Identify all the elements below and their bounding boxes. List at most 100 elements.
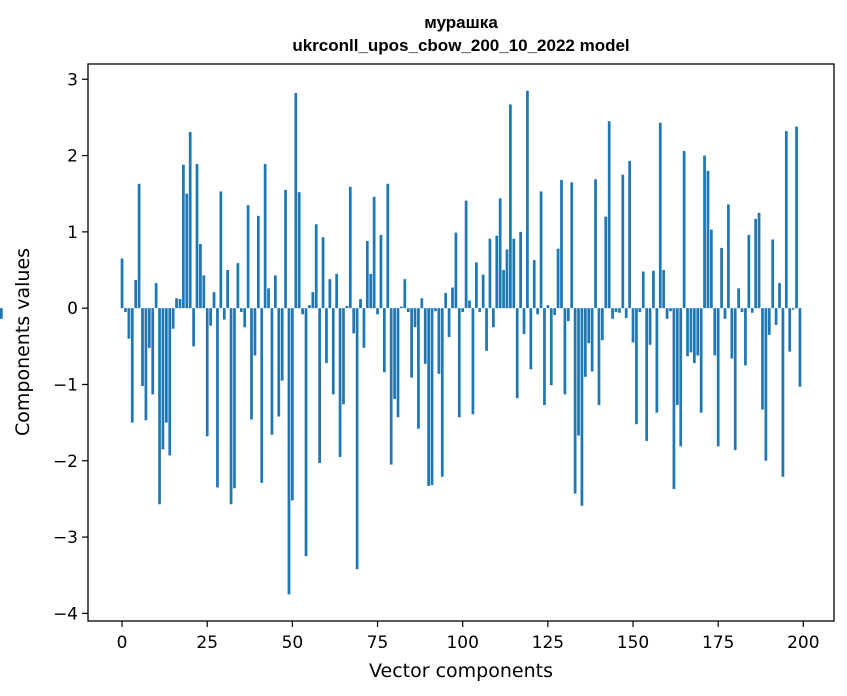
bar bbox=[345, 305, 349, 309]
bar bbox=[325, 308, 328, 364]
x-tick-label: 0 bbox=[117, 633, 128, 653]
bar bbox=[635, 308, 638, 425]
bar bbox=[594, 179, 597, 309]
bar bbox=[488, 238, 492, 309]
bar bbox=[706, 170, 710, 309]
bar bbox=[679, 308, 683, 447]
bar bbox=[362, 308, 366, 348]
bar bbox=[379, 234, 383, 309]
bar bbox=[744, 308, 747, 366]
bar bbox=[284, 189, 287, 309]
bar bbox=[199, 244, 202, 309]
bar bbox=[130, 308, 134, 423]
bar bbox=[481, 274, 485, 309]
bar bbox=[352, 308, 356, 334]
x-tick-label: 175 bbox=[702, 633, 734, 653]
bar bbox=[382, 308, 386, 373]
bar bbox=[798, 308, 802, 387]
bar bbox=[791, 308, 795, 310]
y-tick-label: 3 bbox=[67, 70, 78, 90]
bar bbox=[672, 308, 676, 489]
bar bbox=[386, 183, 390, 309]
bar bbox=[291, 308, 294, 501]
bar bbox=[696, 308, 700, 356]
bar bbox=[188, 131, 192, 309]
bar bbox=[689, 308, 693, 353]
bar bbox=[342, 308, 345, 405]
bar bbox=[502, 270, 505, 309]
bar bbox=[164, 308, 168, 423]
bar bbox=[410, 308, 413, 378]
bar bbox=[321, 237, 325, 309]
bar bbox=[631, 308, 635, 343]
bar bbox=[222, 308, 226, 320]
bar bbox=[498, 198, 502, 309]
bar bbox=[577, 308, 580, 436]
bar bbox=[444, 292, 448, 309]
bar bbox=[682, 150, 686, 309]
bar bbox=[566, 308, 570, 322]
bar bbox=[212, 292, 216, 309]
bar bbox=[147, 308, 151, 348]
bar bbox=[652, 270, 655, 309]
x-tick-label: 75 bbox=[367, 633, 389, 653]
bar bbox=[243, 308, 247, 328]
bar bbox=[590, 308, 594, 372]
bar bbox=[161, 308, 165, 450]
bar bbox=[607, 121, 611, 309]
bar bbox=[311, 292, 315, 309]
bar bbox=[767, 308, 771, 335]
bar bbox=[597, 308, 601, 406]
bar bbox=[335, 273, 339, 309]
bar bbox=[754, 218, 758, 309]
bar bbox=[658, 122, 662, 309]
bar bbox=[154, 282, 158, 309]
x-tick-label: 150 bbox=[617, 633, 649, 653]
bar bbox=[331, 308, 335, 395]
bar bbox=[175, 298, 178, 309]
bar bbox=[624, 308, 628, 319]
bar bbox=[795, 126, 798, 309]
bar bbox=[580, 308, 584, 506]
bar bbox=[549, 308, 553, 386]
bar bbox=[532, 260, 536, 309]
bar bbox=[662, 270, 666, 309]
bar bbox=[543, 308, 546, 406]
bar bbox=[604, 216, 608, 309]
bar bbox=[182, 164, 185, 309]
bar bbox=[423, 308, 427, 364]
y-tick-label: −3 bbox=[53, 528, 78, 548]
bar bbox=[601, 308, 604, 341]
bar bbox=[638, 308, 642, 312]
bar bbox=[239, 308, 243, 312]
x-ticks: 0 25 50 75 100 125 150 175 200 bbox=[117, 621, 820, 653]
y-tick-label: −1 bbox=[53, 375, 78, 395]
y-tick-label: 2 bbox=[67, 147, 78, 167]
bar bbox=[158, 308, 161, 505]
bar bbox=[376, 308, 379, 315]
bar bbox=[495, 235, 499, 309]
bar bbox=[355, 308, 359, 570]
bar bbox=[348, 186, 352, 309]
bar bbox=[553, 308, 557, 316]
bar bbox=[250, 308, 253, 420]
bar bbox=[570, 182, 574, 309]
bar bbox=[389, 308, 393, 465]
bar bbox=[764, 308, 768, 461]
bar bbox=[675, 308, 679, 406]
bar bbox=[430, 308, 434, 486]
bar bbox=[519, 231, 522, 309]
bar bbox=[267, 288, 270, 309]
bar bbox=[703, 155, 706, 309]
bar bbox=[556, 248, 560, 309]
bar bbox=[457, 308, 461, 418]
bar bbox=[526, 90, 529, 309]
bar bbox=[692, 308, 696, 364]
bar bbox=[318, 308, 321, 464]
bar bbox=[730, 308, 734, 359]
bar bbox=[253, 308, 257, 356]
bar bbox=[573, 308, 577, 494]
bar bbox=[216, 308, 219, 488]
bar bbox=[134, 279, 138, 309]
bar bbox=[168, 308, 172, 456]
